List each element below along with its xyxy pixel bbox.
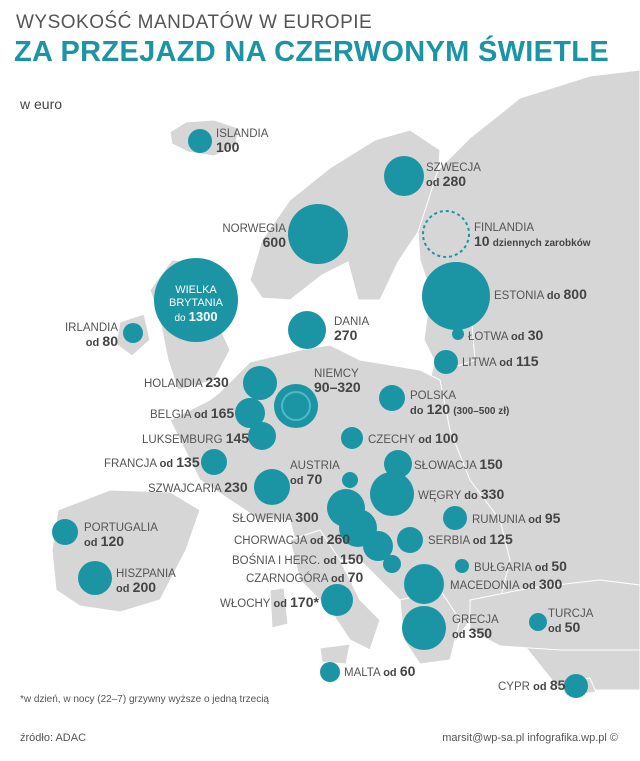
bubble-niemcy-ring xyxy=(281,391,311,421)
bubble-macedonia xyxy=(404,564,444,604)
bubble-dania xyxy=(288,311,326,349)
title-top: WYSOKOŚĆ MANDATÓW W EUROPIE xyxy=(16,12,373,33)
label-estonia: ESTONIA do 800 xyxy=(494,286,587,302)
label-francja: FRANCJA od 135 xyxy=(104,454,200,470)
land-sicily xyxy=(319,643,351,665)
source: źródło: ADAC xyxy=(20,732,87,744)
label-litwa: LITWA od 115 xyxy=(462,353,539,369)
label-slowenia: SŁOWENIA 300 xyxy=(232,509,319,525)
label-szwajcaria: SZWAJCARIA 230 xyxy=(148,479,248,495)
prefix: do xyxy=(174,313,186,324)
bubble-irlandia xyxy=(123,323,143,343)
label-norwegia: NORWEGIA 600 xyxy=(222,223,286,250)
label-holandia: HOLANDIA 230 xyxy=(144,374,229,390)
label-luksemburg: LUKSEMBURG 145 xyxy=(142,430,250,446)
bubble-czarnogora xyxy=(383,555,401,573)
bubble-serbia xyxy=(397,527,423,553)
bubble-szwajcaria xyxy=(254,469,290,505)
label-lotwa: ŁOTWA od 30 xyxy=(468,327,544,343)
label-slowacja: SŁOWACJA 150 xyxy=(414,456,503,472)
label-portugalia: PORTUGALIA od 120 xyxy=(84,522,158,549)
bubble-polska xyxy=(379,385,405,411)
bubble-grecja xyxy=(402,606,446,650)
bubble-turcja xyxy=(529,613,547,631)
label-czechy: CZECHY od 100 xyxy=(368,430,459,446)
bubble-niemcy xyxy=(274,384,318,428)
bubble-bulgaria xyxy=(455,559,469,573)
bubble-portugalia xyxy=(52,519,78,545)
bubble-belgia xyxy=(235,398,265,428)
title-main: ZA PRZEJAZD NA CZERWONYM ŚWIETLE xyxy=(14,36,609,68)
label-szwecja: SZWECJA od 280 xyxy=(426,162,481,189)
label-bosnia: BOŚNIA I HERC. od 150 xyxy=(232,551,364,567)
label-wegry: WĘGRY do 330 xyxy=(418,486,505,502)
bubble-litwa xyxy=(434,350,458,374)
label-polska: POLSKA do 120 (300–500 zł) xyxy=(410,390,510,417)
label-niemcy: NIEMCY 90–320 xyxy=(314,368,361,395)
label-belgia: BELGIA od 165 xyxy=(150,405,235,421)
footnote: *w dzień, w nocy (22–7) grzywny wyższe o… xyxy=(20,694,269,705)
bubble-cypr xyxy=(564,674,588,698)
label-chorwacja: CHORWACJA od 260 xyxy=(234,531,351,547)
bubble-bosnia xyxy=(363,531,393,561)
label-irlandia: IRLANDIA od 80 xyxy=(64,322,118,349)
bubble-finlandia-dashed xyxy=(422,210,470,258)
bubble-slowacja xyxy=(384,450,412,478)
bubble-hiszpania xyxy=(78,561,112,595)
bubble-wielka-brytania xyxy=(154,258,238,342)
unit-label: w euro xyxy=(20,96,63,112)
label-hiszpania: HISZPANIA od 200 xyxy=(116,568,176,595)
bubble-austria xyxy=(342,472,358,488)
value: 1300 xyxy=(188,309,218,324)
credit: marsit@wp-sa.pl infografika.wp.pl © xyxy=(442,732,618,744)
bubble-wegry xyxy=(370,472,414,516)
country-name: WIELKA BRYTANIA xyxy=(169,284,223,309)
bubble-luksemburg xyxy=(248,422,276,450)
bubble-malta xyxy=(320,662,340,682)
label-macedonia: MACEDONIA od 300 xyxy=(450,576,563,592)
label-dania: DANIA 270 xyxy=(334,316,370,343)
bubble-norwegia xyxy=(288,204,348,264)
label-czarnogora: CZARNOGÓRA od 70 xyxy=(246,569,364,585)
bubble-wlochy xyxy=(321,584,353,616)
label-finlandia: FINLANDIA 10 dziennych zarobków xyxy=(474,222,591,249)
bubble-szwecja xyxy=(384,156,424,196)
bubble-rumunia xyxy=(443,506,467,530)
label-wlochy: WŁOCHY od 170* xyxy=(220,594,319,610)
label-austria: AUSTRIA od 70 xyxy=(290,460,340,487)
label-bulgaria: BUŁGARIA od 50 xyxy=(474,558,567,574)
bubble-holandia xyxy=(243,366,277,400)
label-wielka-brytania: WIELKA BRYTANIA do 1300 xyxy=(160,284,232,325)
bubble-czechy xyxy=(341,427,363,449)
land-sardinia xyxy=(269,587,289,629)
bubble-lotwa xyxy=(452,328,464,340)
label-islandia: ISLANDIA 100 xyxy=(216,128,269,155)
label-malta: MALTA od 60 xyxy=(344,663,416,679)
land-turkey xyxy=(469,579,640,651)
label-cypr: CYPR od 85 xyxy=(498,677,566,693)
bubble-islandia xyxy=(188,129,212,153)
label-serbia: SERBIA od 125 xyxy=(428,531,513,547)
label-grecja: GRECJA od 350 xyxy=(452,614,499,641)
bubble-estonia xyxy=(422,262,490,330)
land-scandinavia xyxy=(249,129,441,301)
label-rumunia: RUMUNIA od 95 xyxy=(472,510,561,526)
bubble-francja xyxy=(201,449,227,475)
label-turcja: TURCJA od 50 xyxy=(548,608,594,635)
